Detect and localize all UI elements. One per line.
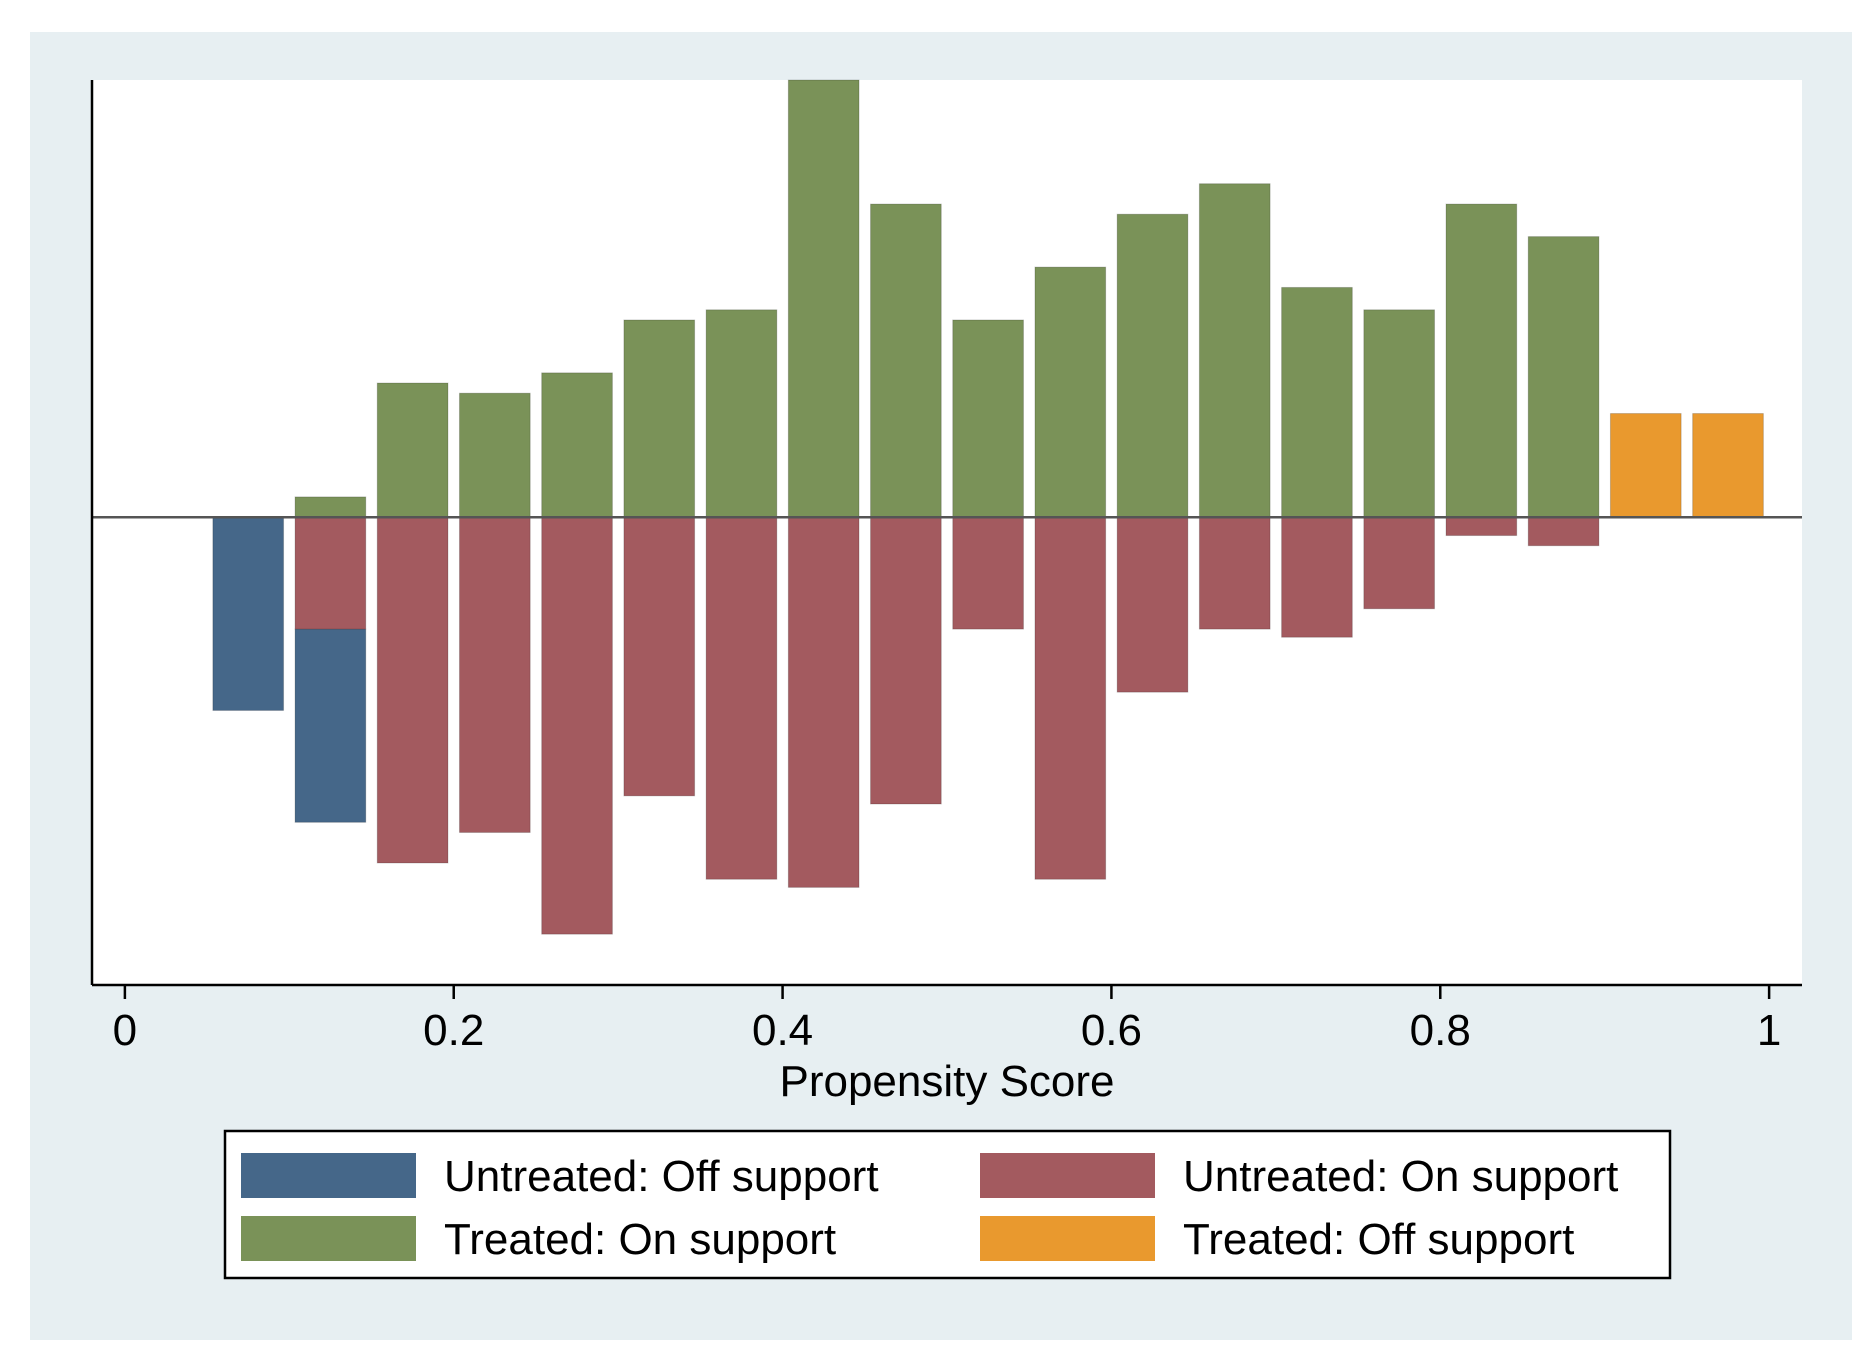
x-tick-label-0.2: 0.2 [423, 1006, 484, 1055]
plot-area [92, 80, 1802, 985]
bar-untreated-off-support-0.075 [212, 516, 285, 711]
bar-untreated-on-support-0.275 [541, 516, 613, 935]
bar-treated-on-support-0.625 [1116, 213, 1189, 518]
bar-untreated-on-support-0.575 [1034, 516, 1107, 880]
bar-untreated-on-support-0.525 [952, 516, 1024, 630]
bar-untreated-on-support-0.225 [458, 516, 531, 833]
bar-treated-on-support-0.875 [1527, 236, 1600, 518]
x-tick-label-0.8: 0.8 [1410, 1006, 1471, 1055]
bar-treated-on-support-0.525 [952, 319, 1024, 518]
x-tick-label-0.4: 0.4 [752, 1006, 813, 1055]
x-tick-label-0.6: 0.6 [1081, 1006, 1142, 1055]
bar-untreated-on-support-0.625 [1116, 516, 1189, 693]
bar-treated-on-support-0.825 [1445, 203, 1518, 518]
legend-swatch-untreated-on-support [980, 1153, 1155, 1198]
bar-untreated-on-support-0.475 [870, 516, 942, 805]
bar-treated-on-support-0.575 [1034, 266, 1107, 518]
bar-treated-off-support-0.975 [1692, 413, 1764, 518]
bar-treated-on-support-0.725 [1281, 286, 1353, 518]
bar-treated-on-support-0.375 [705, 309, 778, 518]
bar-untreated-on-support-0.325 [623, 516, 696, 797]
bar-untreated-on-support-0.775 [1363, 516, 1436, 610]
bar-untreated-on-support-0.675 [1198, 516, 1271, 630]
x-axis-ticks: 0 0.2 0.4 0.6 0.8 1 [113, 985, 1781, 1055]
legend-box [223, 1129, 1672, 1280]
bar-untreated-on-support-0.375 [705, 516, 778, 880]
bar-untreated-on-support-0.125 [294, 516, 367, 630]
bar-untreated-on-support-0.875 [1527, 516, 1600, 547]
legend: Untreated: Off support Untreated: On supp… [241, 1152, 1618, 1264]
bar-treated-on-support-0.425 [787, 79, 860, 518]
bar-treated-on-support-0.325 [623, 319, 696, 518]
x-tick-label-1: 1 [1757, 1006, 1781, 1055]
legend-label-treated-off-support: Treated: Off support [1183, 1215, 1574, 1264]
legend-label-untreated-off-support: Untreated: Off support [444, 1152, 879, 1201]
x-tick-label-0: 0 [113, 1006, 137, 1055]
histogram-bars [212, 79, 1764, 935]
x-axis-title: Propensity Score [779, 1057, 1114, 1106]
legend-swatch-treated-off-support [980, 1216, 1155, 1261]
bar-untreated-on-support-0.175 [376, 516, 449, 864]
bar-treated-on-support-0.675 [1198, 183, 1271, 518]
bar-treated-on-support-0.475 [870, 203, 942, 518]
bar-treated-on-support-0.125 [294, 496, 367, 518]
bar-treated-on-support-0.225 [458, 392, 531, 518]
bar-untreated-on-support-0.425 [787, 516, 860, 888]
bar-untreated-on-support-0.825 [1445, 516, 1518, 537]
bar-untreated-on-support-0.725 [1281, 516, 1353, 638]
bar-treated-on-support-0.275 [541, 372, 613, 518]
bar-treated-off-support-0.925 [1609, 413, 1682, 518]
legend-label-untreated-on-support: Untreated: On support [1183, 1152, 1618, 1201]
legend-label-treated-on-support: Treated: On support [444, 1215, 836, 1264]
legend-swatch-treated-on-support [241, 1216, 416, 1261]
bar-treated-on-support-0.775 [1363, 309, 1436, 518]
legend-swatch-untreated-off-support [241, 1153, 416, 1198]
bar-untreated-off-support-0.125 [294, 628, 367, 823]
bar-treated-on-support-0.175 [376, 382, 449, 518]
